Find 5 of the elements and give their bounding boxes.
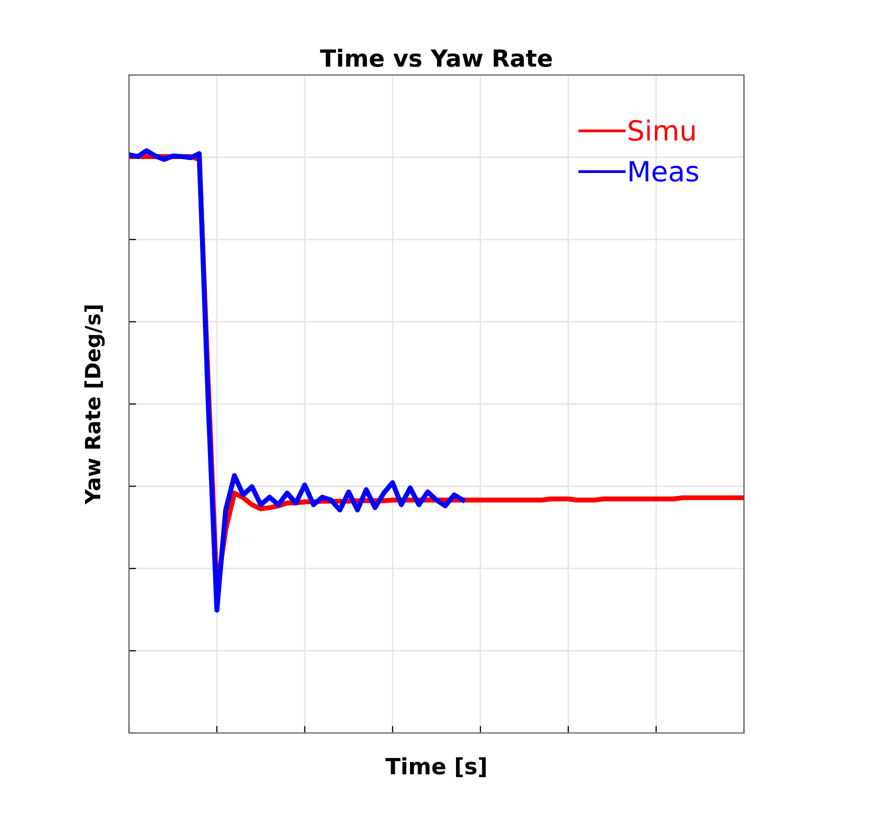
legend-label: Simu — [628, 119, 694, 141]
legend-label: Meas — [630, 161, 698, 182]
x-axis-title: Time [s] — [385, 757, 486, 778]
chart-title: Time vs Yaw Rate — [320, 48, 552, 67]
y-axis-title: Yaw Rate [Deg/s] — [84, 306, 105, 504]
